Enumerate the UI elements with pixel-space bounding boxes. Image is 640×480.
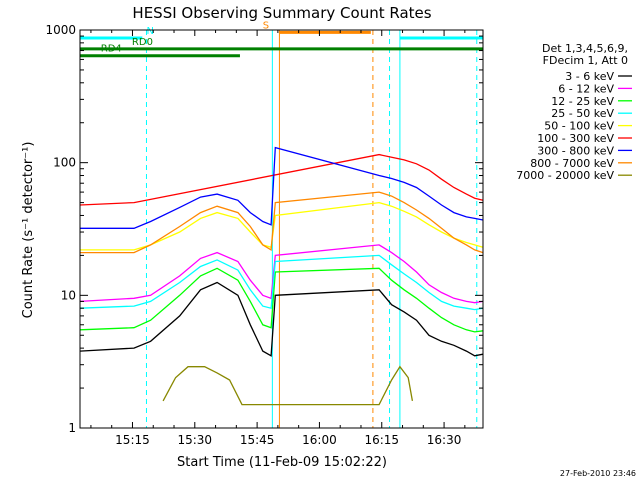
legend-label-6: 100 - 300 keV <box>537 132 614 145</box>
state-bar-label-s: S <box>263 20 269 31</box>
y-tick-label-3: 100 <box>53 156 76 170</box>
y-tick-label-2: 10 <box>61 288 76 302</box>
chart-title: HESSI Observing Summary Count Rates <box>132 4 431 22</box>
legend-label-3: 12 - 25 keV <box>551 95 614 108</box>
series-line-7 <box>80 146 484 229</box>
y-axis-label: Count Rate (s⁻¹ detector⁻¹) <box>21 142 36 319</box>
state-bar-label-rd4: RD4 <box>101 44 122 55</box>
legend: Det 1,3,4,5,6,9, FDecim 1, Att 0 3 - 6 k… <box>516 42 632 182</box>
legend-label-2: 6 - 12 keV <box>558 82 614 95</box>
x-axis-label: Start Time (11-Feb-09 15:02:22) <box>177 455 387 470</box>
axes: 15:15 15:30 15:45 16:00 16:15 16:30 1 10 100 1000 <box>45 23 483 447</box>
y-tick-label-1: 1 <box>68 421 76 435</box>
legend-header-line-1: Det 1,3,4,5,6,9, <box>542 42 628 55</box>
series-line-3 <box>79 267 484 333</box>
series-line-1 <box>79 281 484 357</box>
legend-label-1: 3 - 6 keV <box>565 70 614 83</box>
state-bar-label-n: N <box>146 26 153 37</box>
plot-frame <box>79 29 484 429</box>
legend-label-7: 300 - 800 keV <box>537 144 614 157</box>
legend-header-line-2: FDecim 1, Att 0 <box>543 54 628 67</box>
x-tick-label-1: 15:15 <box>115 433 150 447</box>
x-tick-label-3: 15:45 <box>240 433 275 447</box>
series-line-8 <box>80 191 484 254</box>
timestamp: 27-Feb-2010 23:46 <box>560 469 636 478</box>
legend-label-5: 50 - 100 keV <box>544 120 614 133</box>
legend-label-9: 7000 - 20000 keV <box>516 169 614 182</box>
series-line-5 <box>80 201 484 251</box>
x-tick-label-4: 16:00 <box>302 433 337 447</box>
x-tick-label-2: 15:30 <box>177 433 212 447</box>
state-bar-label-rd0: RD0 <box>132 37 153 48</box>
x-tick-label-5: 16:15 <box>364 433 399 447</box>
series-line-9 <box>162 365 414 406</box>
series-line-2 <box>79 244 484 304</box>
y-tick-label-4: 1000 <box>45 23 76 37</box>
legend-label-8: 800 - 7000 keV <box>530 157 614 170</box>
legend-label-4: 25 - 50 keV <box>551 107 614 120</box>
x-tick-label-6: 16:30 <box>427 433 462 447</box>
series-line-6 <box>79 153 484 206</box>
series-line-4 <box>79 254 484 311</box>
